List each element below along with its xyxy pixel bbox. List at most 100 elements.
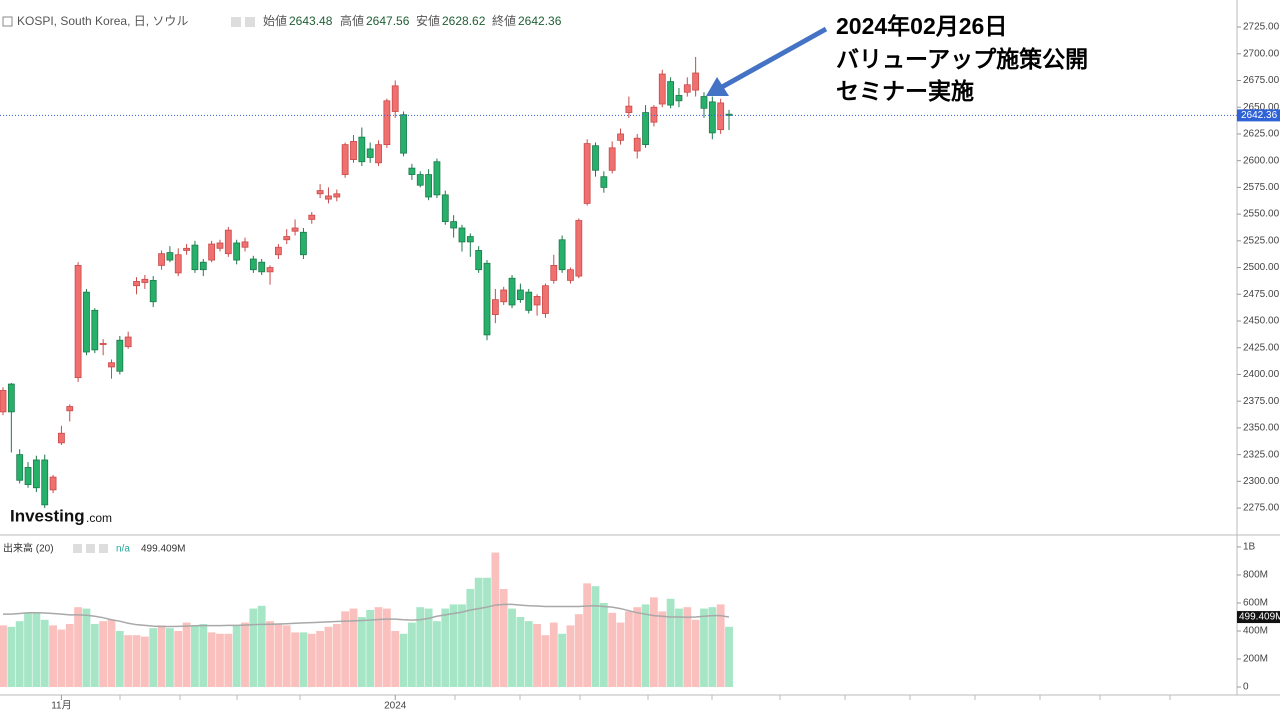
volume-bar [399, 633, 408, 688]
candle-body [49, 476, 57, 491]
low-label: 安値 [416, 13, 440, 28]
candle-body [542, 285, 549, 314]
volume-bar [716, 604, 725, 688]
price-tag-label: 2642.36 [1241, 110, 1278, 121]
candle-body [683, 84, 691, 93]
y-tick-label: 2600.00 [1243, 155, 1280, 166]
open-value: 2643.48 [289, 14, 333, 28]
candle-body [416, 174, 424, 186]
settings-icon[interactable] [231, 17, 241, 27]
volume-bar [650, 597, 658, 688]
volume-bar [516, 616, 525, 688]
candle-body [91, 309, 99, 351]
candle-body [658, 73, 666, 105]
candle-body [174, 254, 182, 274]
candle-body [383, 100, 391, 146]
candle-body [575, 220, 583, 277]
y-tick-label: 200M [1243, 654, 1268, 665]
candle-body [650, 106, 658, 123]
candle-body [191, 244, 199, 271]
candle-body [233, 242, 241, 261]
volume-bar [282, 625, 291, 688]
candle-body [533, 296, 541, 306]
y-tick-label: 2525.00 [1243, 235, 1280, 246]
volume-bar [99, 621, 108, 688]
candle-body [358, 136, 366, 163]
collapse-icon[interactable] [2, 16, 13, 27]
volume-bar [7, 626, 16, 688]
candle-body [224, 229, 232, 255]
candle-body [583, 143, 591, 204]
candle-body [141, 278, 149, 283]
volume-bar [124, 635, 133, 688]
candle-body [74, 265, 82, 379]
volume-bar [633, 607, 642, 688]
candle-body [441, 194, 449, 222]
settings-icon[interactable] [99, 544, 108, 553]
volume-bar [541, 635, 550, 688]
settings-icon[interactable] [73, 544, 82, 553]
volume-bar [424, 608, 433, 688]
settings-icon[interactable] [86, 544, 95, 553]
frame [0, 0, 1280, 700]
candle-body [717, 102, 725, 131]
volume-legend: 出来高 (20) n/a 499.409M [3, 542, 185, 555]
candle-body [32, 459, 40, 489]
candle-body [249, 258, 257, 271]
candle-body [433, 161, 441, 196]
volume-bar [107, 619, 116, 688]
candle-body [700, 96, 708, 109]
y-tick-label: 2500.00 [1243, 262, 1280, 273]
y-tick-label: 2400.00 [1243, 369, 1280, 380]
volume-bar [15, 621, 24, 688]
candle-body [116, 339, 124, 372]
x-tick-label: 11月 [51, 700, 71, 712]
settings-icon[interactable] [245, 17, 255, 27]
candle-body [491, 299, 499, 315]
y-tick-label: 2475.00 [1243, 289, 1280, 300]
volume-bar [449, 604, 458, 688]
volume-status: n/a [116, 544, 130, 555]
volume-bar [499, 588, 508, 688]
volume-bar [216, 633, 224, 688]
candle-body [375, 144, 382, 164]
volume-bar [566, 625, 575, 688]
y-tick-label: 2625.00 [1243, 129, 1280, 140]
y-tick-label: 2700.00 [1243, 48, 1280, 59]
header: KOSPI, South Korea, 日, ソウル 始値 2643.48 高値… [2, 13, 562, 28]
candle-body [283, 236, 291, 241]
candle-body [241, 241, 249, 248]
y-tick-label: 2325.00 [1243, 449, 1280, 460]
volume-bar [474, 577, 483, 688]
volume-bar [182, 622, 191, 688]
close-label: 終値 [492, 13, 516, 28]
candle-body [592, 145, 599, 171]
volume-bar [332, 623, 341, 688]
candle-body [400, 114, 407, 154]
volume-bar [700, 608, 708, 688]
candle-body [183, 247, 190, 251]
candle-body [408, 167, 416, 175]
volume-bar [583, 583, 592, 688]
candle-body [216, 242, 224, 249]
candle-body [466, 236, 474, 243]
y-tick-label: 2575.00 [1243, 182, 1280, 193]
candle-body [458, 227, 466, 243]
candle-body [550, 265, 558, 281]
volume-bar [174, 630, 183, 688]
annotation-line: 2024年02月26日 [836, 13, 1007, 39]
volume-bar [307, 633, 316, 688]
volume-ma-value: 499.409M [141, 544, 185, 555]
volume-bar [641, 604, 650, 688]
volume-bar [533, 623, 541, 688]
candle-body [158, 253, 165, 266]
candle-body [450, 221, 458, 229]
volume-bar [608, 612, 617, 688]
y-tick-label: 2675.00 [1243, 75, 1280, 86]
candle-body [558, 239, 566, 271]
volume-bar [266, 621, 274, 688]
candle-body [24, 467, 32, 485]
candle-body [350, 141, 357, 160]
volume-bar [658, 611, 667, 688]
